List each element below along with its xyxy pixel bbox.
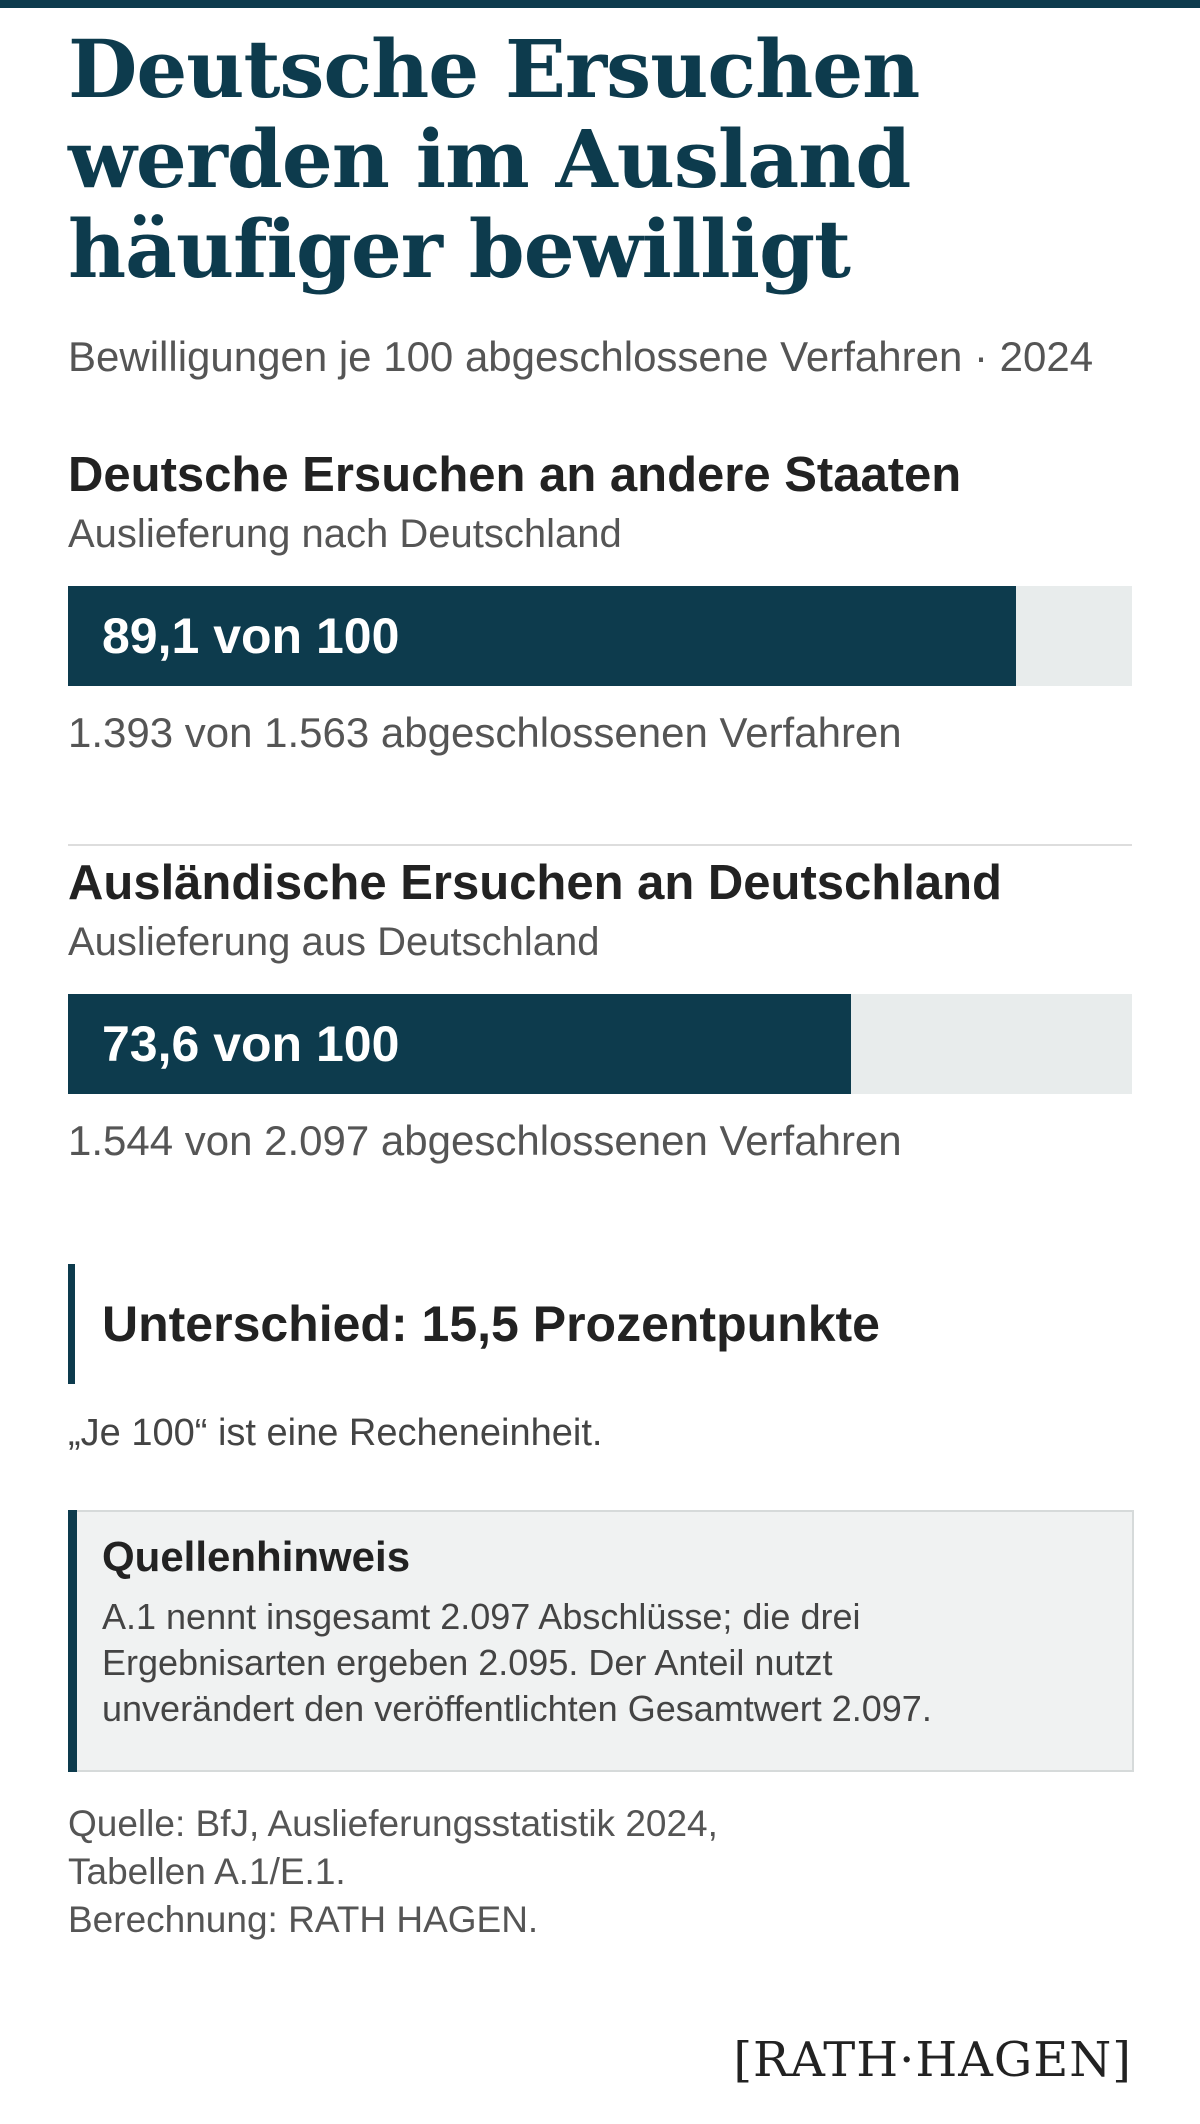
chart-title: Deutsche Ersuchen werden im Ausland häuf… bbox=[68, 22, 920, 296]
source-box-accent-bar bbox=[68, 1510, 77, 1772]
bar-track: 73,6 von 100 bbox=[68, 994, 1132, 1094]
series-subtitle: Auslieferung nach Deutschland bbox=[68, 512, 622, 556]
footer-source: Quelle: BfJ, Auslieferungsstatistik 2024… bbox=[68, 1800, 718, 1944]
bar-value-label: 89,1 von 100 bbox=[102, 608, 400, 664]
footer-line: Berechnung: RATH HAGEN. bbox=[68, 1899, 539, 1940]
bar-value-label: 73,6 von 100 bbox=[102, 1016, 400, 1072]
source-box-title: Quellenhinweis bbox=[102, 1533, 411, 1580]
chart-subtitle: Bewilligungen je 100 abgeschlossene Verf… bbox=[68, 333, 1094, 380]
source-box-line: A.1 nennt insgesamt 2.097 Abschlüsse; di… bbox=[102, 1596, 861, 1637]
difference-text: Unterschied: 15,5 Prozentpunkte bbox=[102, 1296, 880, 1352]
unit-note: „Je 100“ ist eine Recheneinheit. bbox=[68, 1412, 603, 1454]
top-rule bbox=[0, 0, 1200, 8]
series-note: 1.393 von 1.563 abgeschlossenen Verfahre… bbox=[68, 709, 902, 756]
source-note-box: Quellenhinweis A.1 nennt insgesamt 2.097… bbox=[68, 1510, 1134, 1772]
difference-callout: Unterschied: 15,5 Prozentpunkte bbox=[68, 1264, 1132, 1384]
section-divider bbox=[68, 844, 1132, 846]
bar-fill bbox=[68, 586, 1017, 686]
source-box-line: Ergebnisarten ergeben 2.095. Der Anteil … bbox=[102, 1642, 833, 1683]
footer-line: Quelle: BfJ, Auslieferungsstatistik 2024… bbox=[68, 1803, 718, 1844]
bar-track: 89,1 von 100 bbox=[68, 586, 1132, 686]
series-subtitle: Auslieferung aus Deutschland bbox=[68, 920, 600, 964]
source-box-line: unverändert den veröffentlichten Gesamtw… bbox=[102, 1688, 932, 1729]
series-title: Ausländische Ersuchen an Deutschland bbox=[68, 856, 1002, 910]
bar-fill bbox=[68, 994, 852, 1094]
source-box-text: A.1 nennt insgesamt 2.097 Abschlüsse; di… bbox=[102, 1594, 1112, 1732]
series-note: 1.544 von 2.097 abgeschlossenen Verfahre… bbox=[68, 1117, 902, 1164]
publisher-logo: [RATH·HAGEN] bbox=[733, 2032, 1132, 2088]
callout-accent-bar bbox=[68, 1264, 75, 1384]
series-title: Deutsche Ersuchen an andere Staaten bbox=[68, 448, 962, 502]
footer-line: Tabellen A.1/E.1. bbox=[68, 1851, 346, 1892]
